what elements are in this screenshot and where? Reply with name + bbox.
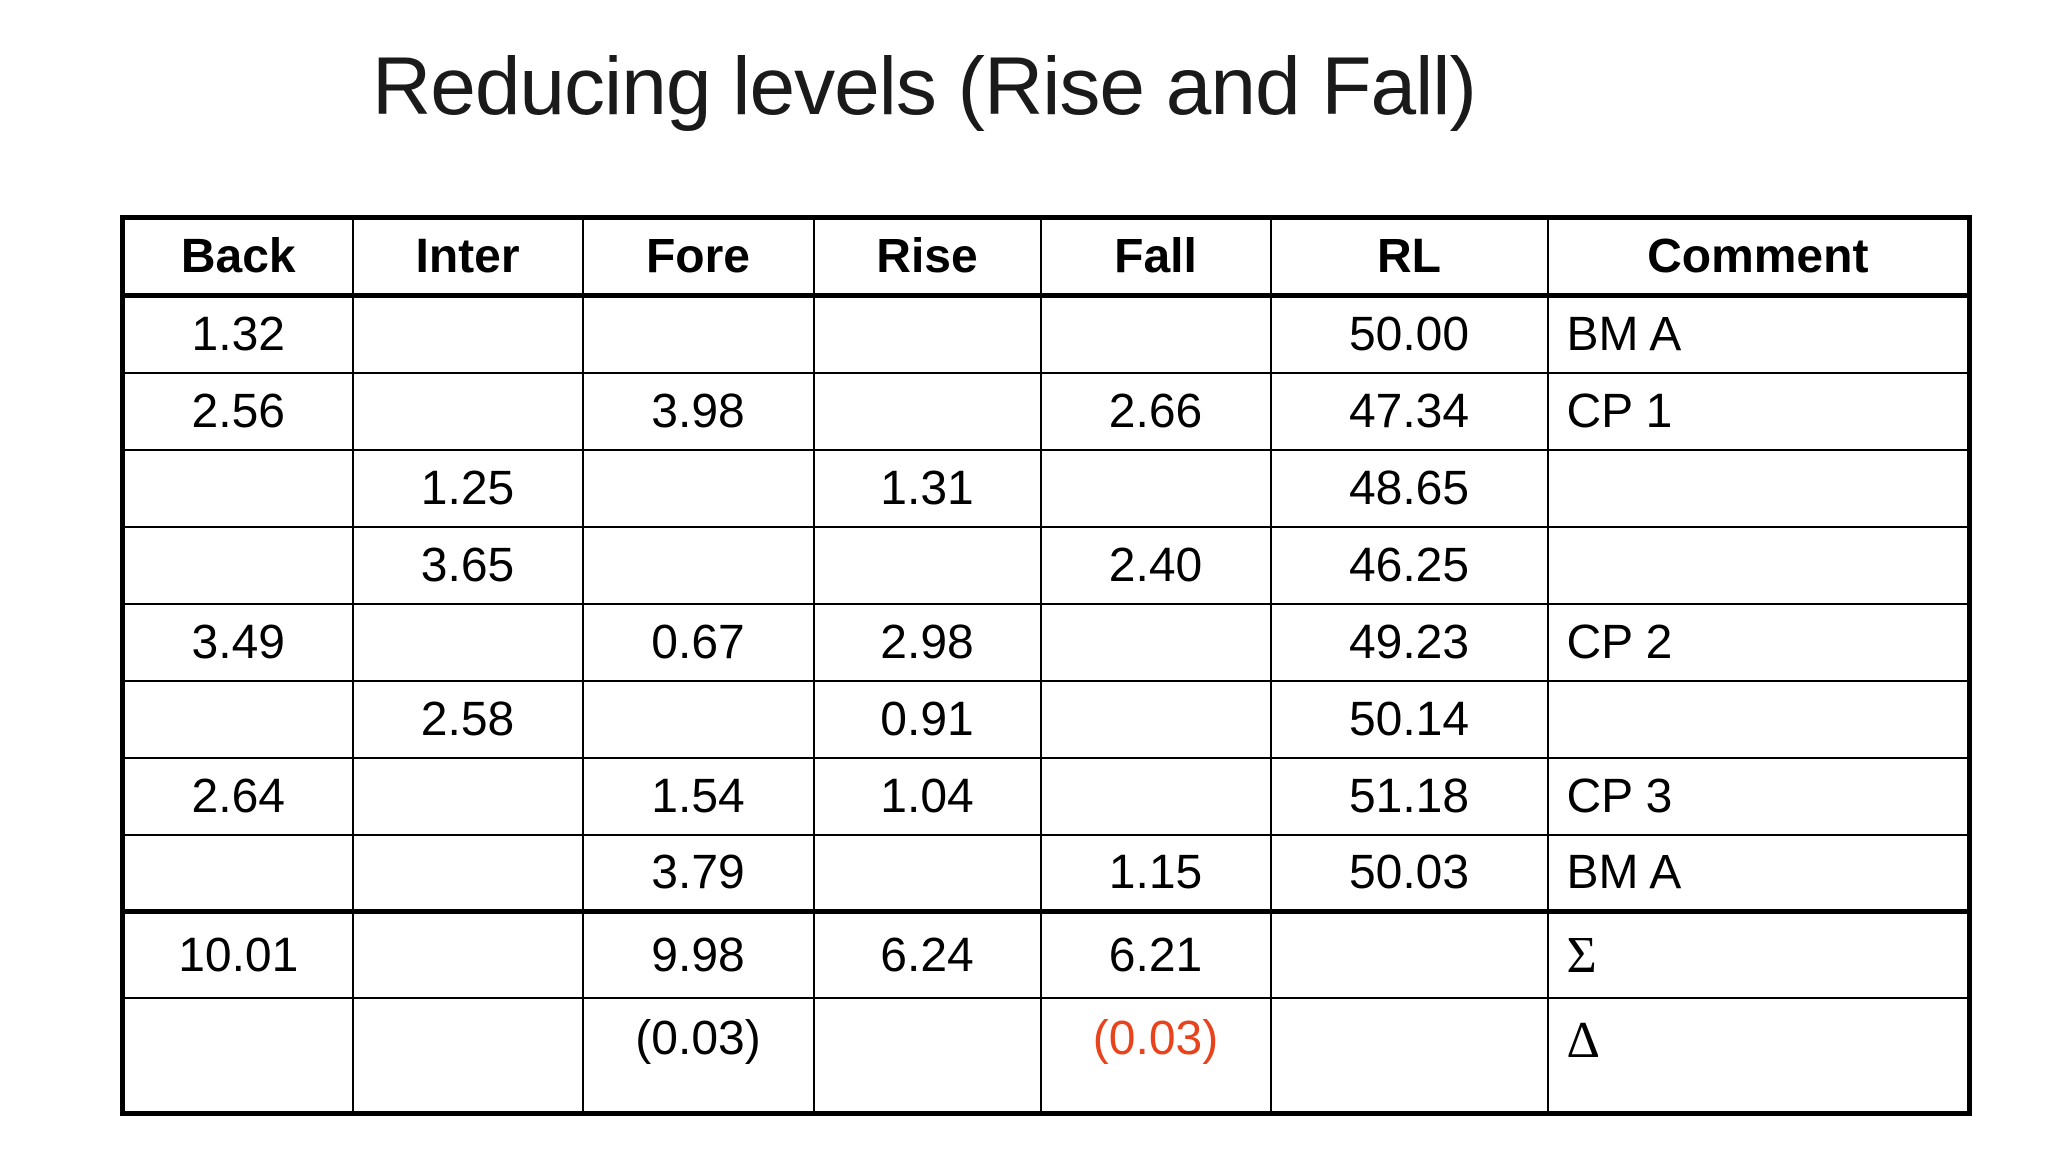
- cell-rl: 51.18: [1269, 756, 1549, 836]
- levels-table: Back Inter Fore Rise Fall RL Comment 1.3…: [120, 215, 1972, 1116]
- header-rise: Rise: [812, 216, 1042, 298]
- cell-comment: BM A: [1546, 833, 1971, 913]
- cell-back-sum: 10.01: [121, 909, 354, 999]
- cell-back: [121, 679, 354, 759]
- cell-rise: [812, 371, 1042, 451]
- cell-comment: CP 3: [1546, 756, 1971, 836]
- cell-back: [121, 525, 354, 605]
- cell-fall: [1039, 294, 1272, 374]
- cell-comment: BM A: [1546, 294, 1971, 374]
- cell-inter: [351, 294, 584, 374]
- cell-fore: 0.67: [581, 602, 815, 682]
- cell-rise-delta: [812, 996, 1042, 1115]
- table-row: 2.56 3.98 2.66 47.34 CP 1: [121, 371, 1971, 451]
- cell-comment: [1546, 448, 1971, 528]
- header-fall: Fall: [1039, 216, 1272, 298]
- cell-fore: 1.54: [581, 756, 815, 836]
- cell-rise: 1.31: [812, 448, 1042, 528]
- sigma-symbol: Σ: [1546, 909, 1971, 999]
- cell-fore: [581, 294, 815, 374]
- table-row: 3.65 2.40 46.25: [121, 525, 1971, 605]
- cell-comment: CP 2: [1546, 602, 1971, 682]
- cell-rl: 47.34: [1269, 371, 1549, 451]
- table-row: 1.32 50.00 BM A: [121, 294, 1971, 374]
- cell-rl: 46.25: [1269, 525, 1549, 605]
- cell-fore-sum: 9.98: [581, 909, 815, 999]
- cell-inter: 1.25: [351, 448, 584, 528]
- table-row: 1.25 1.31 48.65: [121, 448, 1971, 528]
- table-row: 3.79 1.15 50.03 BM A: [121, 833, 1971, 913]
- header-rl: RL: [1269, 216, 1549, 298]
- cell-rl: 49.23: [1269, 602, 1549, 682]
- cell-rl: 48.65: [1269, 448, 1549, 528]
- header-inter: Inter: [351, 216, 584, 298]
- cell-fall: 1.15: [1039, 833, 1272, 913]
- cell-rise: [812, 833, 1042, 913]
- header-row: Back Inter Fore Rise Fall RL Comment: [121, 216, 1971, 298]
- cell-fall: [1039, 756, 1272, 836]
- cell-rise: [812, 294, 1042, 374]
- cell-comment: [1546, 679, 1971, 759]
- cell-inter: [351, 756, 584, 836]
- cell-fall-delta: (0.03): [1039, 996, 1272, 1115]
- cell-back: 3.49: [121, 602, 354, 682]
- cell-comment: CP 1: [1546, 371, 1971, 451]
- cell-back-delta: [121, 996, 354, 1115]
- cell-rise: 2.98: [812, 602, 1042, 682]
- cell-fore: [581, 679, 815, 759]
- cell-inter: [351, 371, 584, 451]
- delta-row: (0.03) (0.03) Δ: [121, 996, 1971, 1115]
- cell-rl-sum: [1269, 909, 1549, 999]
- cell-fall: [1039, 602, 1272, 682]
- cell-back: 1.32: [121, 294, 354, 374]
- cell-inter-delta: [351, 996, 584, 1115]
- header-fore: Fore: [581, 216, 815, 298]
- page-title: Reducing levels (Rise and Fall): [372, 41, 1477, 132]
- cell-rise: [812, 525, 1042, 605]
- table-row: 2.64 1.54 1.04 51.18 CP 3: [121, 756, 1971, 836]
- cell-fore-delta: (0.03): [581, 996, 815, 1115]
- cell-rise: 1.04: [812, 756, 1042, 836]
- cell-rise: 0.91: [812, 679, 1042, 759]
- cell-rl-delta: [1269, 996, 1549, 1115]
- cell-rl: 50.00: [1269, 294, 1549, 374]
- cell-fall: 2.40: [1039, 525, 1272, 605]
- header-back: Back: [121, 216, 354, 298]
- cell-rl: 50.03: [1269, 833, 1549, 913]
- cell-back: [121, 833, 354, 913]
- table-row: 3.49 0.67 2.98 49.23 CP 2: [121, 602, 1971, 682]
- cell-back: [121, 448, 354, 528]
- cell-inter: [351, 833, 584, 913]
- sum-row: 10.01 9.98 6.24 6.21 Σ: [121, 909, 1971, 999]
- cell-fall: [1039, 448, 1272, 528]
- cell-inter: 3.65: [351, 525, 584, 605]
- header-comment: Comment: [1546, 216, 1971, 298]
- cell-fall: [1039, 679, 1272, 759]
- cell-inter: 2.58: [351, 679, 584, 759]
- cell-inter-sum: [351, 909, 584, 999]
- table-row: 2.58 0.91 50.14: [121, 679, 1971, 759]
- cell-back: 2.64: [121, 756, 354, 836]
- cell-rise-sum: 6.24: [812, 909, 1042, 999]
- cell-rl: 50.14: [1269, 679, 1549, 759]
- delta-symbol: Δ: [1546, 996, 1971, 1115]
- cell-fore: 3.98: [581, 371, 815, 451]
- cell-fore: [581, 448, 815, 528]
- cell-comment: [1546, 525, 1971, 605]
- cell-fall-sum: 6.21: [1039, 909, 1272, 999]
- cell-fore: 3.79: [581, 833, 815, 913]
- cell-fall: 2.66: [1039, 371, 1272, 451]
- cell-inter: [351, 602, 584, 682]
- cell-back: 2.56: [121, 371, 354, 451]
- cell-fore: [581, 525, 815, 605]
